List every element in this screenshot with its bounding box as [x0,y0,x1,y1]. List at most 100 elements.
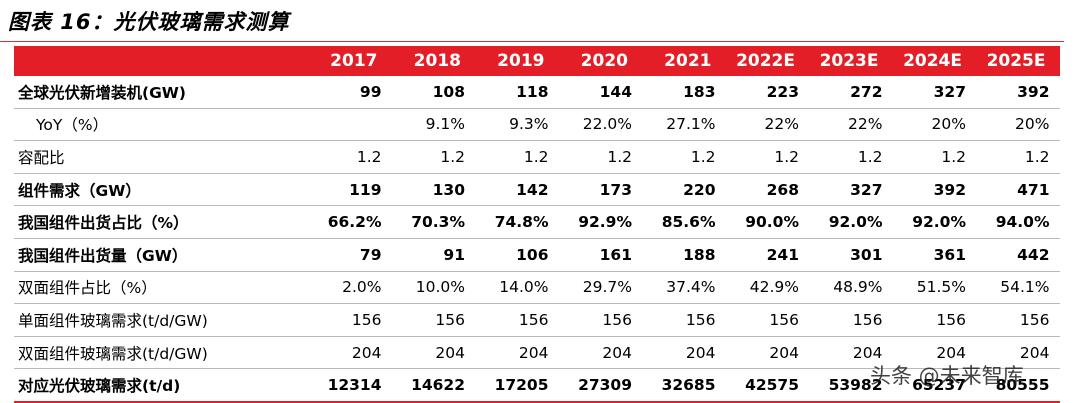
table-row: 单面组件玻璃需求(t/d/GW) 156 156 156 156 156 156… [14,303,1060,337]
table-cell: 79 [308,238,392,272]
table-cell: 204 [308,336,392,370]
table-row: YoY（%） 9.1% 9.3% 22.0% 27.1% 22% 22% 20%… [14,108,1060,142]
watermark: 头条 @未来智库 [870,364,1024,388]
header-year: 2017 [308,46,392,76]
table-cell: 442 [976,238,1060,272]
table-cell: 156 [809,303,893,337]
table-cell: 144 [558,76,642,109]
table-cell: 10.0% [391,271,475,305]
table-cell: 392 [892,173,976,207]
table-cell: 12314 [308,368,392,403]
table-cell: 204 [558,336,642,370]
table-cell: 1.2 [809,140,893,174]
table-cell [308,108,392,142]
table-cell: 156 [976,303,1060,337]
table-cell: 130 [391,173,475,207]
table-cell: 161 [558,238,642,272]
table-cell: 327 [892,76,976,109]
table-header-row: 2017 2018 2019 2020 2021 2022E 2023E 202… [14,46,1060,76]
table-cell: 204 [725,336,809,370]
table-cell: 301 [809,238,893,272]
table-cell: 85.6% [642,205,726,239]
table-cell: 22% [725,108,809,142]
table-cell: 1.2 [475,140,559,174]
table-cell: 51.5% [892,271,976,305]
table-cell: 156 [725,303,809,337]
row-label: 我国组件出货量（GW） [14,238,308,272]
table-cell: 220 [642,173,726,207]
table-cell: 17205 [475,368,559,403]
header-year: 2024E [892,46,976,76]
figure-title: 图表 16：光伏玻璃需求测算 [8,10,290,34]
table-cell: 42.9% [725,271,809,305]
glass-demand-table: 2017 2018 2019 2020 2021 2022E 2023E 202… [14,46,1060,403]
header-year: 2019 [475,46,559,76]
table-cell: 9.1% [391,108,475,142]
header-year: 2023E [809,46,893,76]
table-cell: 20% [892,108,976,142]
table-row: 我国组件出货占比（%） 66.2% 70.3% 74.8% 92.9% 85.6… [14,205,1060,239]
row-label: 双面组件占比（%） [14,271,308,305]
table-row: 容配比 1.2 1.2 1.2 1.2 1.2 1.2 1.2 1.2 1.2 [14,140,1060,174]
table-cell: 106 [475,238,559,272]
table-cell: 223 [725,76,809,109]
table-cell: 204 [809,336,893,370]
header-year: 2020 [558,46,642,76]
table-cell: 471 [976,173,1060,207]
table-row: 双面组件玻璃需求(t/d/GW) 204 204 204 204 204 204… [14,336,1060,370]
row-label: 对应光伏玻璃需求(t/d) [14,368,308,403]
table-cell: 90.0% [725,205,809,239]
table-cell: 1.2 [642,140,726,174]
title-underline [0,41,1064,42]
table-cell: 188 [642,238,726,272]
table-cell: 1.2 [976,140,1060,174]
header-year: 2022E [725,46,809,76]
table-cell: 119 [308,173,392,207]
table-row: 全球光伏新增装机(GW) 99 108 118 144 183 223 272 … [14,76,1060,109]
table-cell: 66.2% [308,205,392,239]
table-cell: 27.1% [642,108,726,142]
table-cell: 29.7% [558,271,642,305]
table-cell: 327 [809,173,893,207]
table-cell: 183 [642,76,726,109]
table-cell: 156 [558,303,642,337]
table-cell: 108 [391,76,475,109]
table-cell: 70.3% [391,205,475,239]
table-cell: 20% [976,108,1060,142]
header-year: 2025E [976,46,1060,76]
row-label: 双面组件玻璃需求(t/d/GW) [14,336,308,370]
table-cell: 14622 [391,368,475,403]
table-cell: 204 [976,336,1060,370]
table-cell: 1.2 [725,140,809,174]
table-cell: 32685 [642,368,726,403]
table-cell: 1.2 [558,140,642,174]
table-cell: 27309 [558,368,642,403]
table-cell: 14.0% [475,271,559,305]
table-cell: 1.2 [308,140,392,174]
table-cell: 156 [308,303,392,337]
row-label: 组件需求（GW） [14,173,308,207]
table-cell: 92.0% [809,205,893,239]
table-cell: 392 [976,76,1060,109]
table-row: 双面组件占比（%） 2.0% 10.0% 14.0% 29.7% 37.4% 4… [14,271,1060,305]
table-cell: 92.0% [892,205,976,239]
table-cell: 91 [391,238,475,272]
table-cell: 204 [391,336,475,370]
table-cell: 53982 [809,368,893,403]
table-cell: 268 [725,173,809,207]
table-cell: 74.8% [475,205,559,239]
table-cell: 48.9% [809,271,893,305]
header-year: 2018 [391,46,475,76]
table-cell: 142 [475,173,559,207]
table-cell: 173 [558,173,642,207]
table-cell: 1.2 [892,140,976,174]
table-cell: 94.0% [976,205,1060,239]
header-year: 2021 [642,46,726,76]
table-cell: 156 [892,303,976,337]
table-cell: 92.9% [558,205,642,239]
table-cell: 204 [892,336,976,370]
table-cell: 361 [892,238,976,272]
row-label: 我国组件出货占比（%） [14,205,308,239]
table-cell: 1.2 [391,140,475,174]
row-label: 全球光伏新增装机(GW) [14,76,308,109]
